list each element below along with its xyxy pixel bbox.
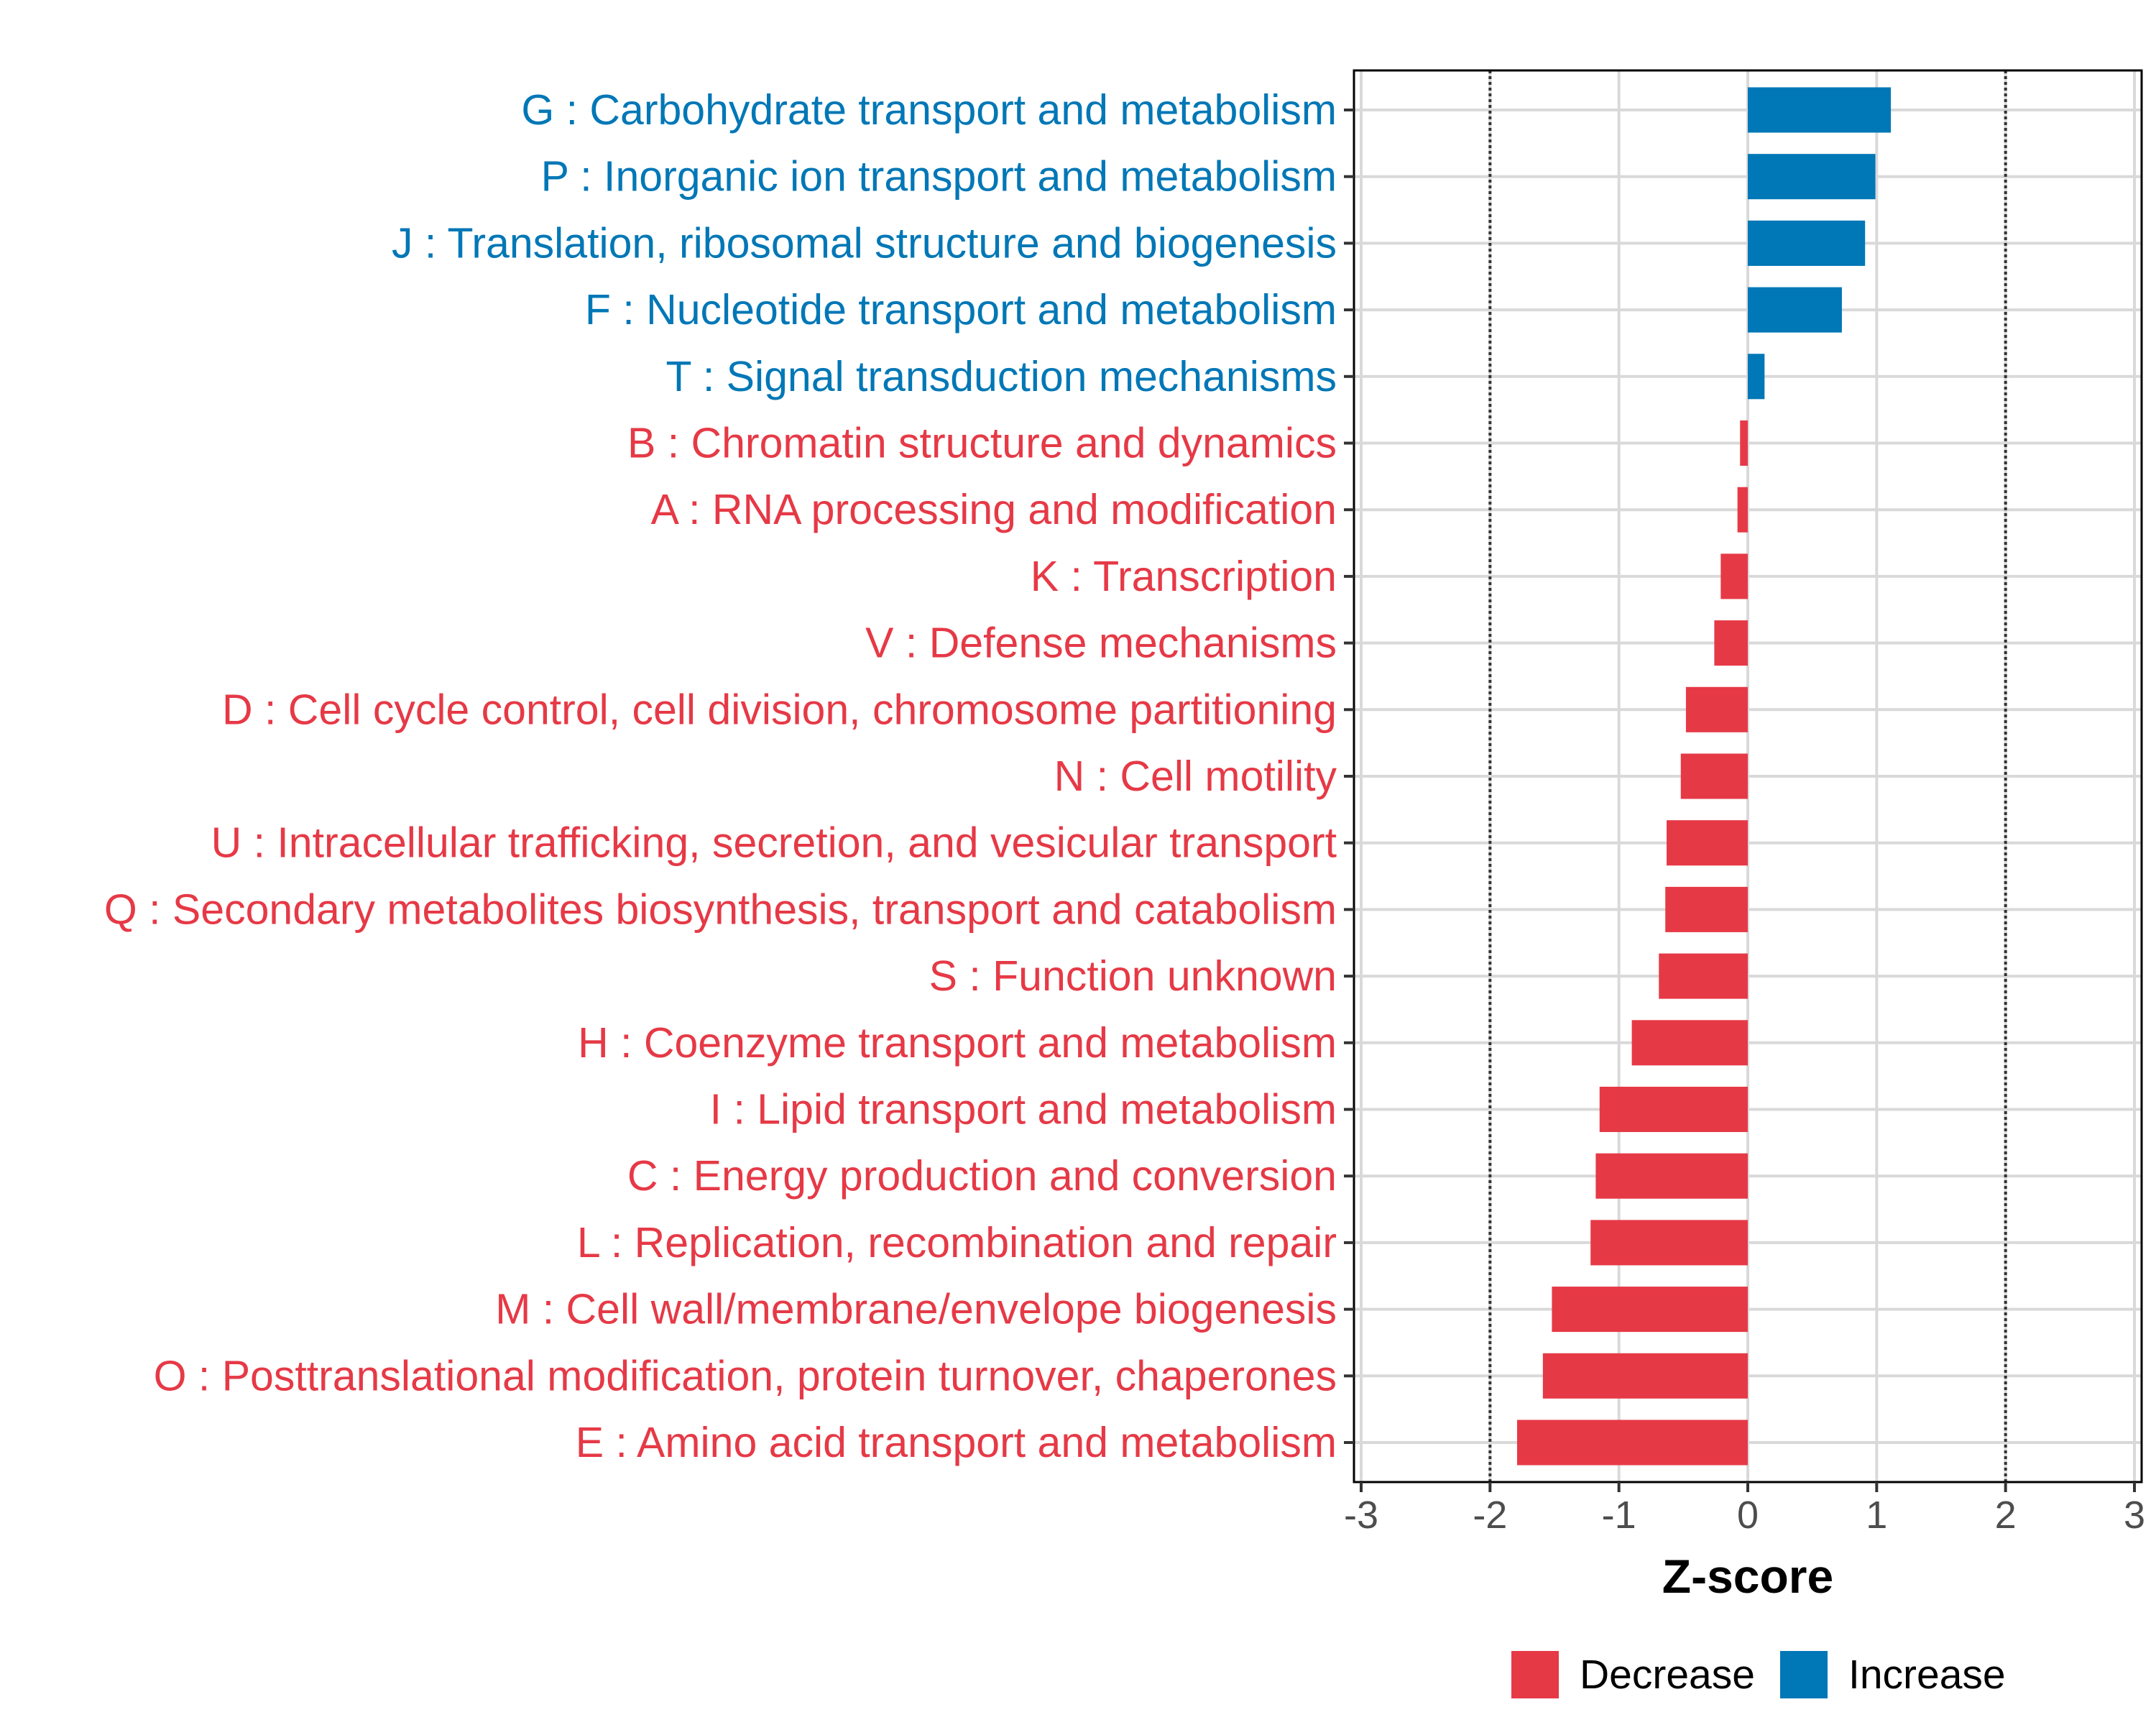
category-label: G : Carbohydrate transport and metabolis… bbox=[521, 86, 1337, 134]
bar-decrease bbox=[1631, 1020, 1748, 1066]
bar-decrease bbox=[1720, 553, 1748, 599]
x-tick-labels: -3 -2 -1 0 1 2 3 bbox=[1344, 1494, 2145, 1537]
x-tick-label: -2 bbox=[1473, 1494, 1507, 1537]
category-label: K : Transcription bbox=[1031, 553, 1337, 600]
bar-decrease bbox=[1714, 620, 1748, 666]
category-label: M : Cell wall/membrane/envelope biogenes… bbox=[495, 1286, 1337, 1333]
bar-increase bbox=[1748, 287, 1842, 333]
bar-decrease bbox=[1659, 953, 1748, 999]
category-label: V : Defense mechanisms bbox=[865, 620, 1337, 667]
x-tick-label: -1 bbox=[1602, 1494, 1636, 1537]
category-label: E : Amino acid transport and metabolism bbox=[576, 1419, 1337, 1466]
category-label: B : Chromatin structure and dynamics bbox=[627, 420, 1337, 467]
bar-decrease bbox=[1542, 1353, 1748, 1399]
legend-label-increase: Increase bbox=[1848, 1652, 2006, 1698]
category-label: N : Cell motility bbox=[1054, 753, 1337, 800]
x-tick-label: -3 bbox=[1344, 1494, 1378, 1537]
category-label: L : Replication, recombination and repai… bbox=[577, 1219, 1337, 1266]
category-labels: G : Carbohydrate transport and metabolis… bbox=[104, 86, 1337, 1466]
bar-decrease bbox=[1667, 820, 1748, 866]
bar-increase bbox=[1748, 87, 1892, 133]
bar-decrease bbox=[1737, 487, 1748, 533]
bars bbox=[1516, 87, 1892, 1466]
bar-decrease bbox=[1595, 1153, 1748, 1199]
category-label: P : Inorganic ion transport and metaboli… bbox=[541, 153, 1337, 201]
legend: Decrease Increase bbox=[1511, 1651, 2006, 1698]
legend-swatch-increase bbox=[1780, 1651, 1828, 1698]
x-tick-label: 1 bbox=[1866, 1494, 1887, 1537]
bar-decrease bbox=[1599, 1086, 1748, 1133]
category-label: I : Lipid transport and metabolism bbox=[710, 1086, 1337, 1133]
category-label: U : Intracellular trafficking, secretion… bbox=[211, 819, 1337, 867]
category-label: C : Energy production and conversion bbox=[627, 1152, 1337, 1200]
category-label: J : Translation, ribosomal structure and… bbox=[392, 219, 1337, 267]
x-axis-ticks bbox=[1360, 1482, 2136, 1492]
bar-decrease bbox=[1665, 886, 1748, 932]
bar-decrease bbox=[1552, 1287, 1748, 1333]
bar-decrease bbox=[1685, 686, 1748, 732]
bar-decrease bbox=[1590, 1220, 1748, 1266]
category-label: O : Posttranslational modification, prot… bbox=[154, 1352, 1337, 1399]
bar-decrease bbox=[1680, 753, 1748, 799]
bar-increase bbox=[1748, 154, 1876, 200]
category-label: S : Function unknown bbox=[929, 952, 1337, 1000]
category-label: D : Cell cycle control, cell division, c… bbox=[222, 686, 1337, 733]
x-tick-label: 3 bbox=[2124, 1494, 2145, 1537]
category-label: F : Nucleotide transport and metabolism bbox=[585, 286, 1337, 334]
bar-decrease bbox=[1516, 1420, 1748, 1466]
bar-increase bbox=[1748, 354, 1765, 400]
legend-swatch-decrease bbox=[1511, 1651, 1559, 1698]
category-label: A : RNA processing and modification bbox=[651, 486, 1337, 533]
bar-increase bbox=[1748, 220, 1866, 266]
legend-label-decrease: Decrease bbox=[1580, 1652, 1755, 1698]
x-tick-label: 2 bbox=[1995, 1494, 2017, 1537]
category-label: H : Coenzyme transport and metabolism bbox=[578, 1019, 1337, 1067]
x-tick-label: 0 bbox=[1737, 1494, 1759, 1537]
x-axis-title: Z-score bbox=[1662, 1550, 1833, 1603]
y-axis-ticks bbox=[1344, 109, 1354, 1444]
category-label: T : Signal transduction mechanisms bbox=[665, 353, 1337, 400]
bar-decrease bbox=[1740, 420, 1748, 466]
category-label: Q : Secondary metabolites biosynthesis, … bbox=[104, 886, 1337, 933]
